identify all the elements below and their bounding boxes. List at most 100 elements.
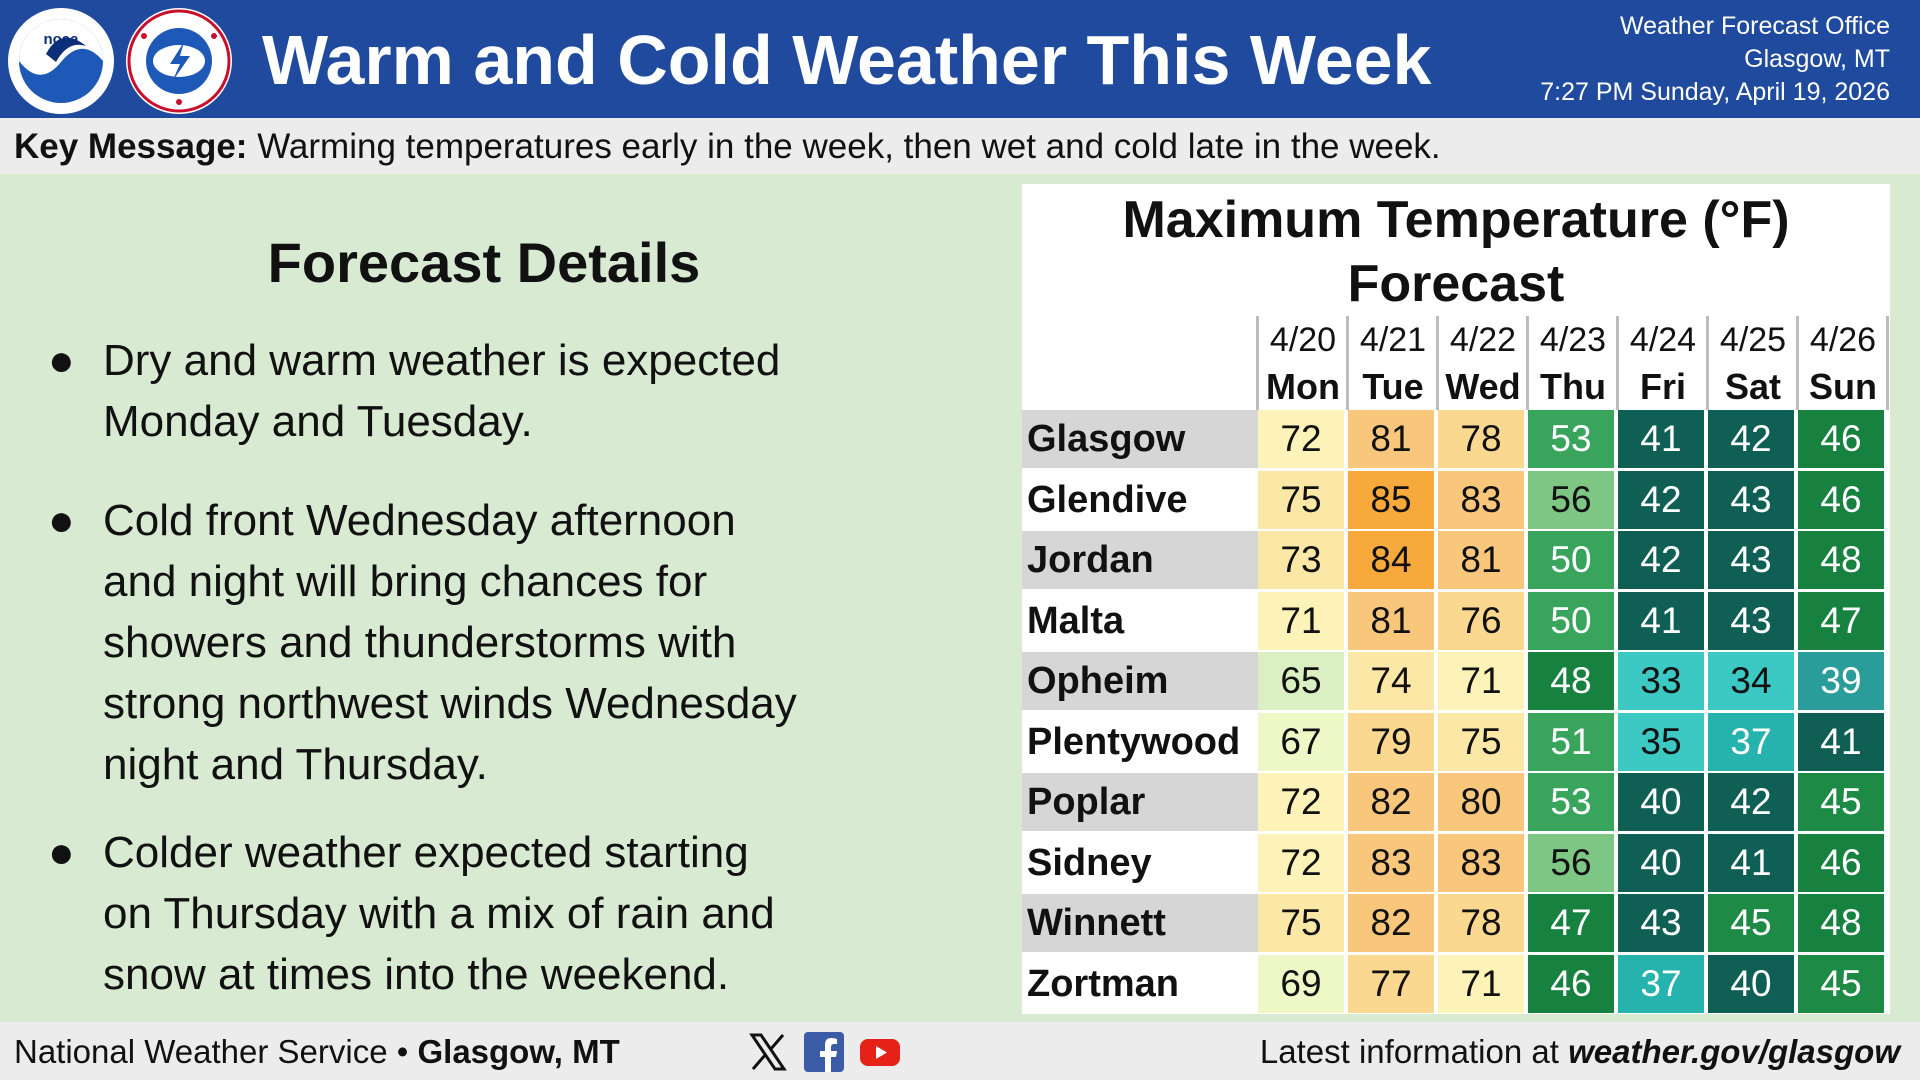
temperature-cell: 41 xyxy=(1708,833,1794,892)
temperature-cell: 46 xyxy=(1528,954,1614,1013)
x-icon[interactable] xyxy=(748,1032,788,1072)
row-label-malta: Malta xyxy=(1022,591,1258,650)
column-date: 4/25 xyxy=(1719,321,1787,359)
temperature-cell: 81 xyxy=(1348,591,1434,650)
temperature-cell: 41 xyxy=(1798,712,1884,771)
temperature-cell: 85 xyxy=(1348,470,1434,529)
row-label-plentywood: Plentywood xyxy=(1022,712,1258,771)
column-header-tue: 4/21 Tue xyxy=(1348,316,1438,410)
temperature-cell: 45 xyxy=(1798,954,1884,1013)
bullet-line: and night will bring chances for xyxy=(103,557,708,606)
row-label-opheim: Opheim xyxy=(1022,652,1258,710)
temperature-cell: 53 xyxy=(1528,410,1614,468)
column-date: 4/26 xyxy=(1809,321,1877,359)
row-label-glendive: Glendive xyxy=(1022,470,1258,529)
footer-url-link[interactable]: weather.gov/glasgow xyxy=(1568,1033,1900,1070)
footer-separator: • xyxy=(396,1033,409,1070)
header-bar: noaa Warm and Cold Weather This Week Wea… xyxy=(0,0,1920,118)
temperature-cell: 42 xyxy=(1618,531,1704,589)
temperature-cell: 83 xyxy=(1438,470,1524,529)
bullet-line: Dry and warm weather is expected xyxy=(103,336,781,385)
row-label-zortman: Zortman xyxy=(1022,954,1258,1013)
temperature-cell: 42 xyxy=(1618,470,1704,529)
column-day: Fri xyxy=(1639,366,1686,407)
bullet-line: Monday and Tuesday. xyxy=(103,397,533,446)
temperature-cell: 39 xyxy=(1798,652,1884,710)
column-separator xyxy=(1436,316,1439,410)
column-date: 4/22 xyxy=(1449,321,1517,359)
column-separator xyxy=(1616,316,1619,410)
nws-logo-icon xyxy=(126,8,232,114)
temperature-cell: 45 xyxy=(1708,894,1794,952)
column-header-fri: 4/24 Fri xyxy=(1618,316,1708,410)
temperature-cell: 72 xyxy=(1258,410,1344,468)
bullet-line: night and Thursday. xyxy=(103,740,488,789)
column-date: 4/23 xyxy=(1539,321,1607,359)
temperature-cell: 75 xyxy=(1438,712,1524,771)
footer-credit: National Weather Service • Glasgow, MT xyxy=(14,1034,620,1070)
temperature-cell: 80 xyxy=(1438,773,1524,831)
temperature-cell: 71 xyxy=(1438,652,1524,710)
key-message-text: Warming temperatures early in the week, … xyxy=(257,127,1441,166)
temperature-cell: 47 xyxy=(1528,894,1614,952)
table-title-line: Forecast xyxy=(1347,255,1565,313)
row-label-poplar: Poplar xyxy=(1022,773,1258,831)
issued-timestamp: 7:27 PM Sunday, April 19, 2026 xyxy=(1540,78,1890,106)
column-separator xyxy=(1706,316,1709,410)
temperature-cell: 71 xyxy=(1258,591,1344,650)
column-header-thu: 4/23 Thu xyxy=(1528,316,1618,410)
temperature-cell: 34 xyxy=(1708,652,1794,710)
office-name: Weather Forecast Office xyxy=(1619,12,1890,40)
bullet-line: snow at times into the weekend. xyxy=(103,950,730,999)
column-header-sun: 4/26 Sun xyxy=(1798,316,1888,410)
bullet-dot-icon: ● xyxy=(48,496,75,545)
temperature-cell: 50 xyxy=(1528,531,1614,589)
temperature-cell: 75 xyxy=(1258,894,1344,952)
column-separator xyxy=(1256,316,1259,410)
bullet-text: Cold front Wednesday afternoon and night… xyxy=(103,490,948,795)
temperature-cell: 56 xyxy=(1528,833,1614,892)
bullet-text: Colder weather expected starting on Thur… xyxy=(103,822,948,1005)
noaa-logo-icon: noaa xyxy=(8,8,114,114)
temperature-cell: 43 xyxy=(1618,894,1704,952)
temperature-cell: 43 xyxy=(1708,470,1794,529)
temperature-cell: 37 xyxy=(1708,712,1794,771)
column-date: 4/21 xyxy=(1359,321,1427,359)
temperature-cell: 41 xyxy=(1618,591,1704,650)
column-separator xyxy=(1346,316,1349,410)
temperature-cell: 48 xyxy=(1798,894,1884,952)
footer-latest-label: Latest information at xyxy=(1259,1033,1559,1070)
office-info: Weather Forecast Office Glasgow, MT 7:27… xyxy=(1540,10,1890,109)
temperature-cell: 81 xyxy=(1438,531,1524,589)
column-day: Sun xyxy=(1809,366,1877,407)
table-title: Maximum Temperature (°F) Forecast xyxy=(1022,188,1890,316)
facebook-icon[interactable] xyxy=(804,1032,844,1072)
temperature-cell: 69 xyxy=(1258,954,1344,1013)
column-date: 4/24 xyxy=(1629,321,1697,359)
bullet-line: on Thursday with a mix of rain and xyxy=(103,889,775,938)
temperature-cell: 78 xyxy=(1438,410,1524,468)
page-title: Warm and Cold Weather This Week xyxy=(262,21,1432,99)
column-separator xyxy=(1886,316,1889,410)
temperature-cell: 46 xyxy=(1798,833,1884,892)
bullet-line: strong northwest winds Wednesday xyxy=(103,679,797,728)
temperature-cell: 73 xyxy=(1258,531,1344,589)
temperature-cell: 79 xyxy=(1348,712,1434,771)
temperature-cell: 45 xyxy=(1798,773,1884,831)
column-day: Wed xyxy=(1445,366,1521,407)
temperature-cell: 83 xyxy=(1438,833,1524,892)
temperature-cell: 72 xyxy=(1258,833,1344,892)
row-label-sidney: Sidney xyxy=(1022,833,1258,892)
temperature-cell: 83 xyxy=(1348,833,1434,892)
temperature-cell: 65 xyxy=(1258,652,1344,710)
temperature-cell: 42 xyxy=(1708,773,1794,831)
temperature-cell: 42 xyxy=(1708,410,1794,468)
footer-org: National Weather Service xyxy=(14,1033,388,1070)
column-header-sat: 4/25 Sat xyxy=(1708,316,1798,410)
temperature-cell: 75 xyxy=(1258,470,1344,529)
temperature-cell: 40 xyxy=(1618,833,1704,892)
youtube-icon[interactable] xyxy=(860,1032,900,1072)
temperature-cell: 67 xyxy=(1258,712,1344,771)
temperature-cell: 78 xyxy=(1438,894,1524,952)
row-label-winnett: Winnett xyxy=(1022,894,1258,952)
